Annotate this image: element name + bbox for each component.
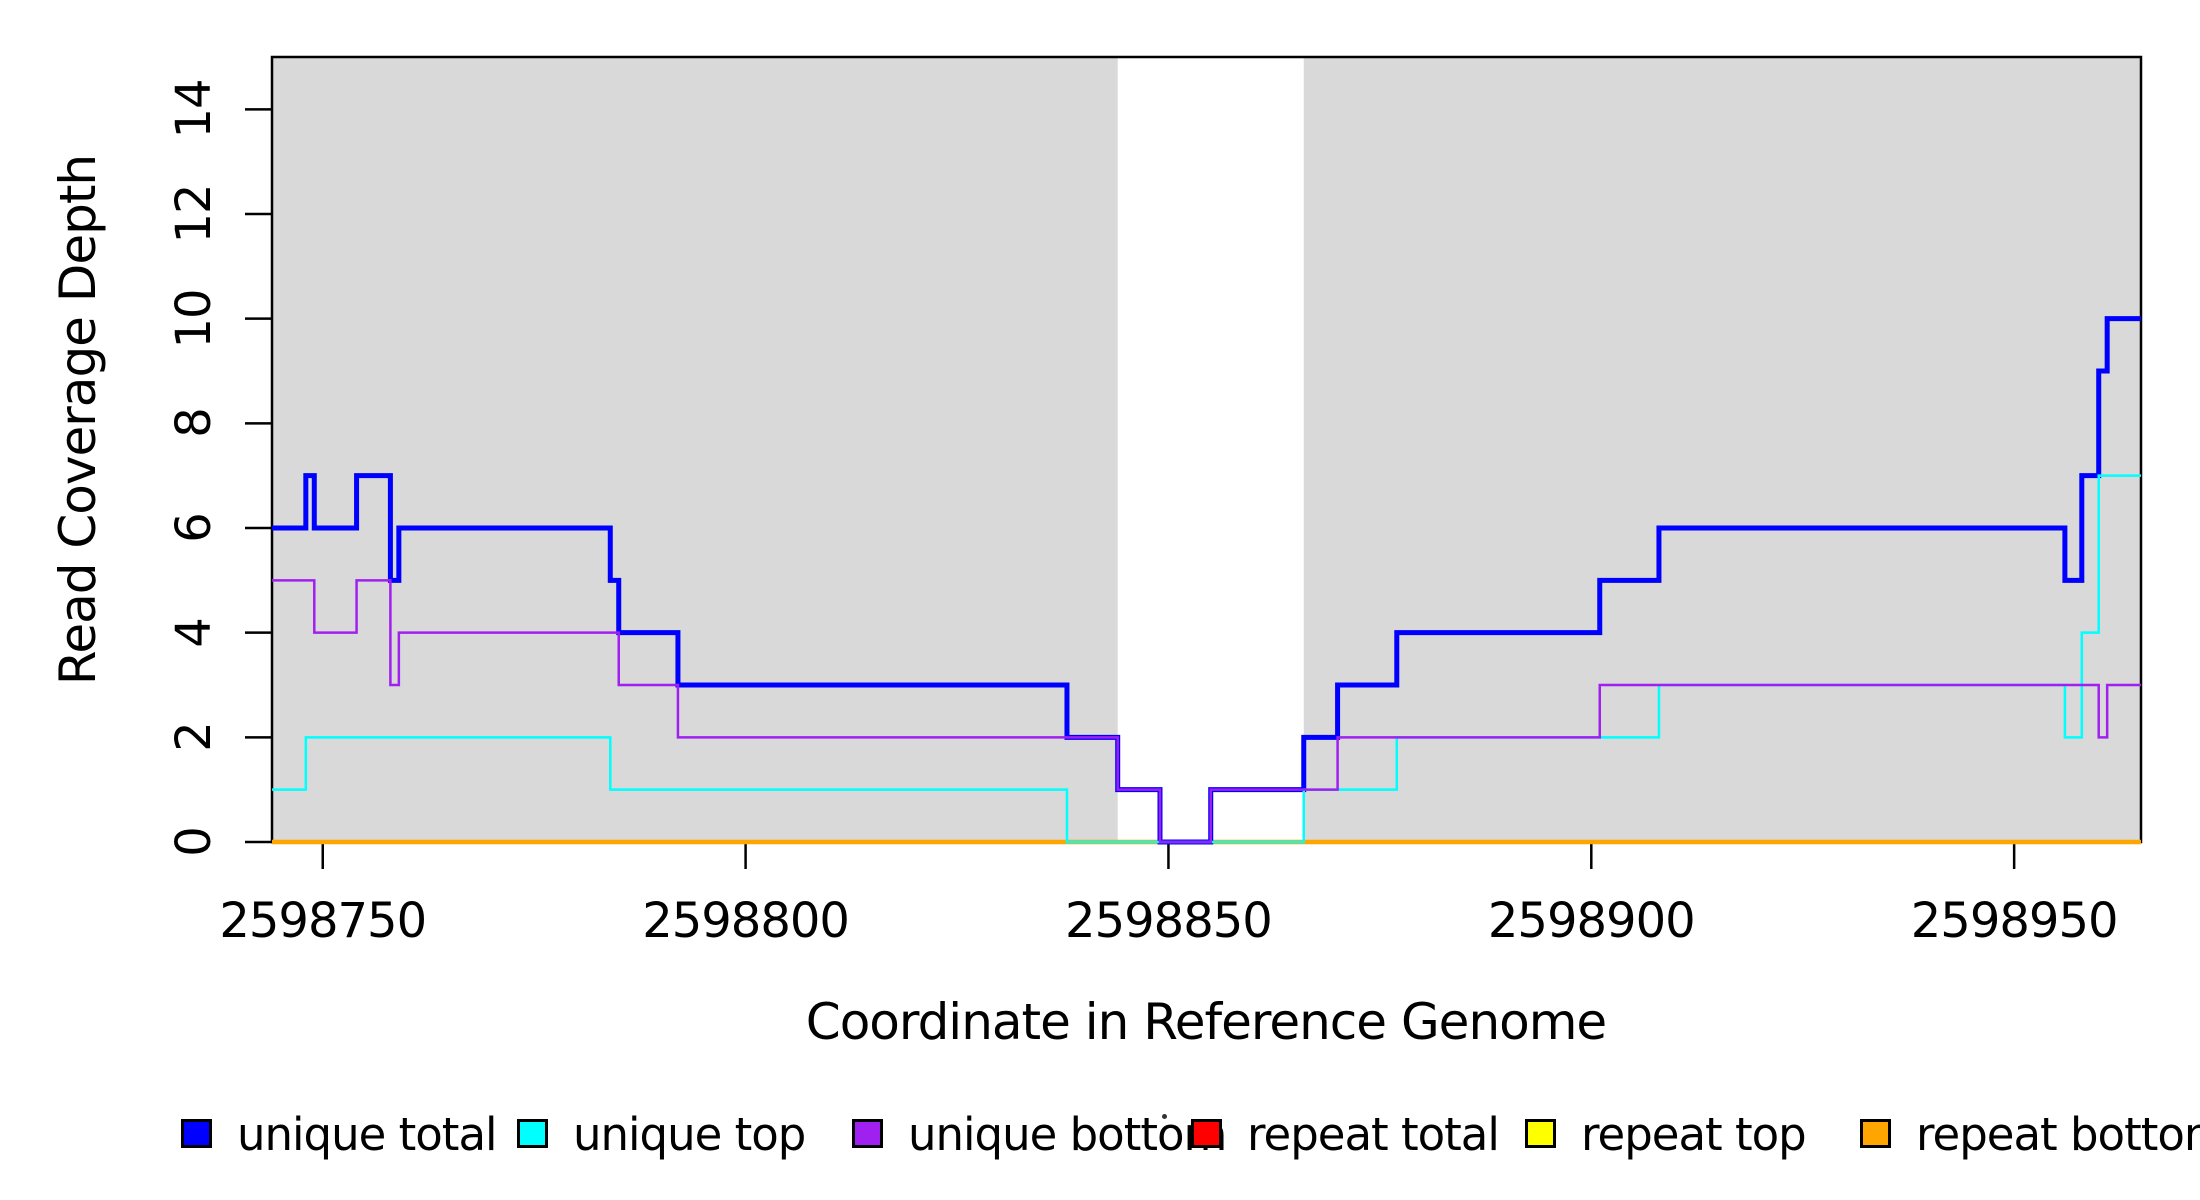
y-tick-label: 0 (166, 827, 222, 857)
y-tick-label: 6 (166, 513, 222, 543)
legend-swatch-unique-bottom-icon (852, 1119, 883, 1148)
x-tick-label: 2598850 (1065, 893, 1273, 949)
x-tick-label: 2598800 (642, 893, 850, 949)
legend-swatch-repeat-total-icon (1191, 1119, 1222, 1148)
y-tick-label: 10 (166, 289, 222, 349)
stray-dot-mark (1162, 1114, 1167, 1119)
series-line-unique-bottom (272, 579, 2141, 844)
legend-swatch-unique-top-icon (517, 1119, 548, 1148)
legend-swatch-unique-total-icon (181, 1119, 212, 1148)
legend-label: repeat total (1247, 1108, 1500, 1161)
series-line-unique-top (272, 474, 2141, 844)
legend-label: repeat bottom (1916, 1108, 2200, 1161)
legend-swatch-repeat-top-icon (1525, 1119, 1556, 1148)
y-tick-label: 2 (166, 722, 222, 753)
legend-label: unique bottom (908, 1108, 1227, 1161)
y-tick-label: 8 (166, 408, 222, 439)
legend-swatch-repeat-bottom-icon (1860, 1119, 1891, 1148)
shaded-region-1 (1303, 57, 2141, 842)
y-axis-title: Read Coverage Depth (49, 154, 107, 686)
shaded-region-0 (272, 57, 1118, 842)
y-tick-label: 14 (166, 79, 222, 139)
x-tick-label: 2598950 (1910, 893, 2119, 949)
legend-label: repeat top (1581, 1108, 1807, 1161)
x-axis-title: Coordinate in Reference Genome (805, 993, 1607, 1051)
y-tick-label: 4 (166, 617, 222, 648)
plot-legend: unique total unique top unique bottom repea… (0, 0, 2200, 1157)
x-tick-label: 2598900 (1487, 893, 1696, 949)
legend-label: unique top (573, 1108, 806, 1161)
x-tick-label: 2598750 (219, 893, 427, 949)
y-tick-label: 12 (166, 184, 222, 244)
legend-label: unique total (237, 1108, 498, 1161)
